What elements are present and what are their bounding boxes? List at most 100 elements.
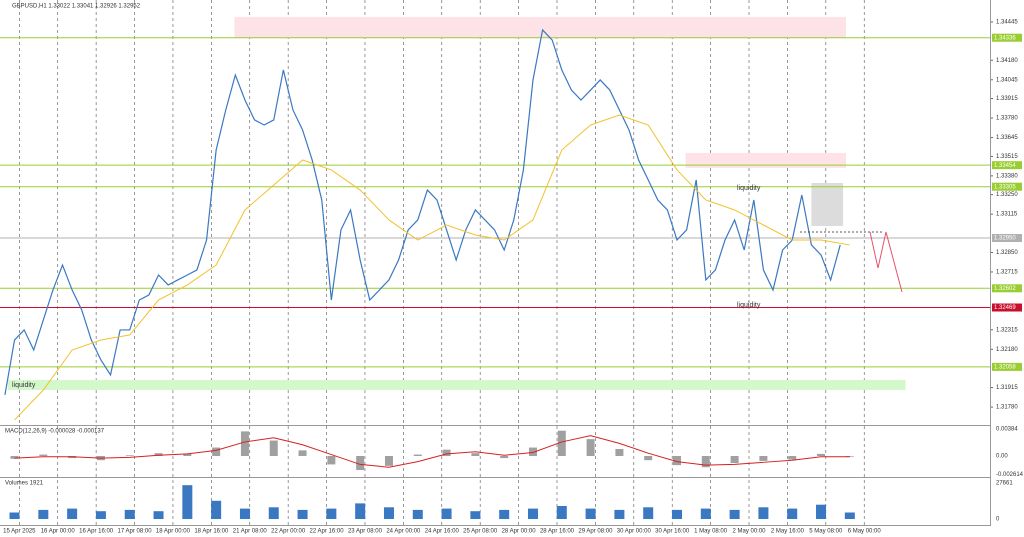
x-tick-label: 5 May 08:00 xyxy=(809,529,843,535)
volume-bar xyxy=(95,511,106,520)
volume-bar xyxy=(729,509,740,520)
x-tick-label: 16 Apr 00:00 xyxy=(41,529,76,535)
x-tick-label: 30 Apr 00:00 xyxy=(617,529,652,535)
price-tag xyxy=(992,161,1022,170)
y-tick-label: 0 xyxy=(996,517,1000,523)
volume-bar xyxy=(9,512,20,520)
volume-bar xyxy=(816,504,827,520)
x-tick-label: 18 Apr 00:00 xyxy=(156,529,191,535)
zone xyxy=(811,182,844,227)
macd-bar xyxy=(528,447,537,456)
macd-bar xyxy=(10,455,19,459)
annotation: liquidity xyxy=(737,302,761,309)
macd-bar xyxy=(125,455,134,456)
x-tick-label: 16 Apr 16:00 xyxy=(79,529,114,535)
macd-bar xyxy=(384,455,393,466)
x-tick-label: 21 Apr 08:00 xyxy=(233,529,268,535)
volume-bar xyxy=(383,507,394,520)
volume-bar xyxy=(297,509,308,520)
volume-title: Volumes 1921 xyxy=(5,481,44,487)
y-tick-label: 1.32850 xyxy=(996,250,1018,256)
x-tick-label: 15 Apr 2025 xyxy=(3,529,36,535)
x-tick-label: 30 Apr 16:00 xyxy=(655,529,690,535)
volume-bar xyxy=(758,507,769,520)
x-tick-label: 6 May 00:00 xyxy=(848,529,882,535)
y-tick-label: 27661 xyxy=(996,481,1013,487)
macd-bar xyxy=(471,453,480,456)
price-tag-label: 1.32469 xyxy=(994,305,1016,311)
price-tag-label: 1.33454 xyxy=(994,163,1016,169)
price-tag-label: 1.33305 xyxy=(994,184,1016,190)
y-tick-label: 1.33380 xyxy=(996,173,1018,179)
volume-bar xyxy=(153,511,164,520)
volume-bar xyxy=(787,508,798,520)
x-tick-label: 18 Apr 16:00 xyxy=(194,529,229,535)
volume-bar xyxy=(412,509,423,520)
macd-bar xyxy=(644,455,653,461)
price-tag-label: 1.32058 xyxy=(994,364,1016,370)
x-tick-label: 28 Apr 00:00 xyxy=(502,529,537,535)
y-tick-label: 1.31915 xyxy=(996,385,1018,391)
volume-bar xyxy=(585,508,596,520)
moving-average xyxy=(14,114,850,421)
volume-bar xyxy=(268,507,279,520)
price-tag xyxy=(992,182,1022,191)
macd-bar xyxy=(183,453,192,456)
y-tick-label: -0.002614 xyxy=(996,472,1024,478)
y-tick-label: 1.34445 xyxy=(996,20,1018,26)
annotation: liquidity xyxy=(737,185,761,192)
macd-bar xyxy=(759,455,768,461)
volume-bar xyxy=(211,500,222,520)
y-tick-label: 0.00384 xyxy=(996,427,1018,433)
y-tick-label: 1.33645 xyxy=(996,135,1018,141)
y-tick-label: 1.33780 xyxy=(996,116,1018,122)
macd-bar xyxy=(701,455,710,468)
zone xyxy=(234,16,846,39)
x-tick-label: 24 Apr 16:00 xyxy=(425,529,460,535)
macd-bar xyxy=(298,450,307,456)
y-tick-label: 1.32715 xyxy=(996,270,1018,276)
y-tick-label: 1.33115 xyxy=(996,212,1018,218)
volume-bar xyxy=(355,503,366,520)
x-tick-label: 1 May 08:00 xyxy=(694,529,728,535)
y-tick-label: 1.34180 xyxy=(996,58,1018,64)
signal-line xyxy=(14,435,850,468)
volume-bar xyxy=(614,509,625,520)
volume-bar xyxy=(182,485,193,520)
macd-bar xyxy=(586,439,595,456)
x-tick-label: 29 Apr 08:00 xyxy=(578,529,613,535)
x-tick-label: 25 Apr 08:00 xyxy=(463,529,498,535)
macd-bar xyxy=(356,455,365,471)
x-tick-label: 2 May 00:00 xyxy=(732,529,766,535)
y-tick-label: 0.00 xyxy=(996,454,1008,460)
volume-bar xyxy=(499,509,510,520)
volume-bar xyxy=(441,508,452,520)
macd-bar xyxy=(500,455,509,459)
price-tag xyxy=(992,33,1022,42)
price-tag xyxy=(992,234,1022,243)
price-line xyxy=(4,28,841,396)
macd-bar xyxy=(39,454,48,456)
x-tick-label: 22 Apr 00:00 xyxy=(271,529,306,535)
x-tick-label: 22 Apr 16:00 xyxy=(310,529,345,535)
macd-bar xyxy=(817,453,826,456)
x-tick-label: 28 Apr 16:00 xyxy=(540,529,575,535)
annotation: liquidity xyxy=(12,382,36,389)
macd-bar xyxy=(557,430,566,456)
volume-bar xyxy=(700,508,711,520)
projection-arrow xyxy=(869,231,903,293)
y-tick-label: 1.31780 xyxy=(996,405,1018,411)
y-tick-label: 1.32180 xyxy=(996,347,1018,353)
x-tick-label: 23 Apr 08:00 xyxy=(348,529,383,535)
volume-bar xyxy=(643,507,654,520)
volume-bar xyxy=(527,508,538,520)
price-tag-label: 1.34336 xyxy=(994,35,1016,41)
zone xyxy=(685,152,846,168)
macd-bar xyxy=(240,431,249,456)
volume-bar xyxy=(124,509,135,520)
volume-bar xyxy=(844,512,855,520)
macd-bar xyxy=(442,449,451,456)
volume-bar xyxy=(326,508,337,520)
